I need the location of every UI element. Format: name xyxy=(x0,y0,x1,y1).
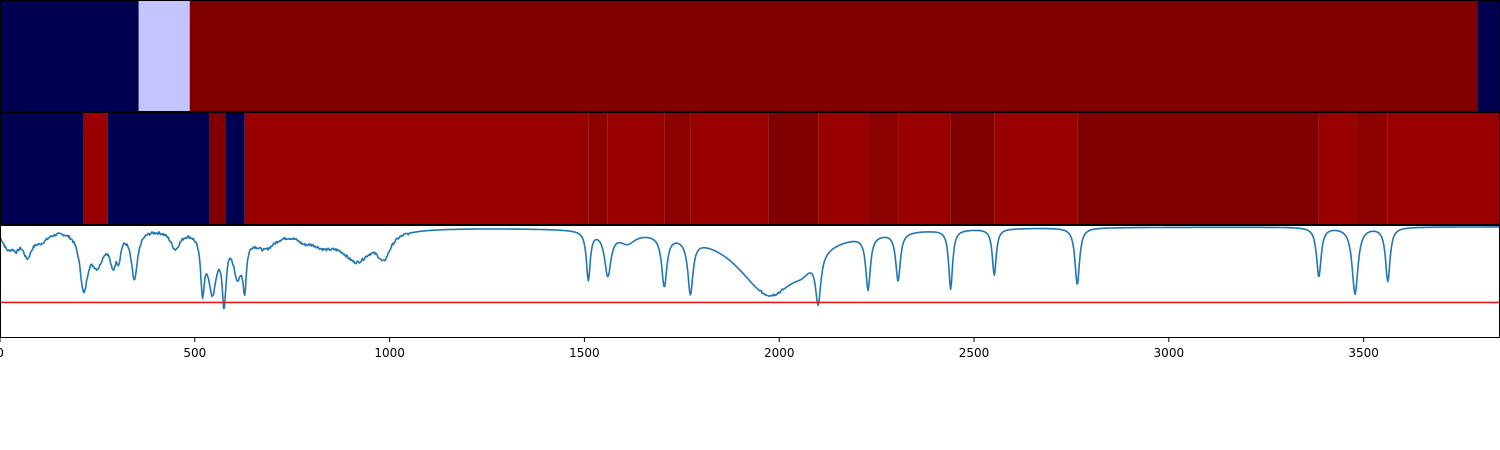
x-tick-label-0: 0 xyxy=(0,346,4,360)
strip2-segment-11 xyxy=(818,112,869,225)
spectrum-line xyxy=(0,226,1500,310)
strip1-segment-0 xyxy=(0,0,139,112)
strip2-segment-5 xyxy=(244,112,589,225)
strip1-segment-1 xyxy=(138,0,190,112)
strip2-segment-14 xyxy=(950,112,995,225)
strip2-segment-6 xyxy=(588,112,608,225)
strip-top xyxy=(0,0,1500,112)
strip2-segment-9 xyxy=(690,112,769,225)
strip2-segment-0 xyxy=(0,112,84,225)
strip2-segment-16 xyxy=(1077,112,1319,225)
x-tick-label-2500: 2500 xyxy=(959,346,990,360)
strip2-segment-19 xyxy=(1387,112,1500,225)
strip2-segment-3 xyxy=(209,112,226,225)
x-tick-label-1500: 1500 xyxy=(569,346,600,360)
strip2-segment-10 xyxy=(768,112,819,225)
strip2-segment-2 xyxy=(107,112,210,225)
strip2-segment-15 xyxy=(994,112,1078,225)
strip1-segment-2 xyxy=(189,0,1478,112)
x-tick-label-3500: 3500 xyxy=(1348,346,1379,360)
spectrum-panel xyxy=(0,225,1500,338)
strip2-segment-17 xyxy=(1318,112,1356,225)
x-tick-label-3000: 3000 xyxy=(1154,346,1185,360)
strip2-segment-1 xyxy=(83,112,108,225)
strip2-segment-18 xyxy=(1355,112,1388,225)
x-tick-label-1000: 1000 xyxy=(374,346,405,360)
strip1-segment-3 xyxy=(1477,0,1500,112)
strip2-segment-13 xyxy=(898,112,951,225)
x-axis: 0 500 1000 1500 2000 2500 3000 3500 xyxy=(0,338,1379,360)
strip2-segment-8 xyxy=(664,112,691,225)
strip2-segment-4 xyxy=(225,112,245,225)
x-tick-label-2000: 2000 xyxy=(764,346,795,360)
strip-middle xyxy=(0,112,1500,225)
strip2-segment-12 xyxy=(868,112,899,225)
x-tick-label-500: 500 xyxy=(183,346,206,360)
strip2-segment-7 xyxy=(607,112,665,225)
